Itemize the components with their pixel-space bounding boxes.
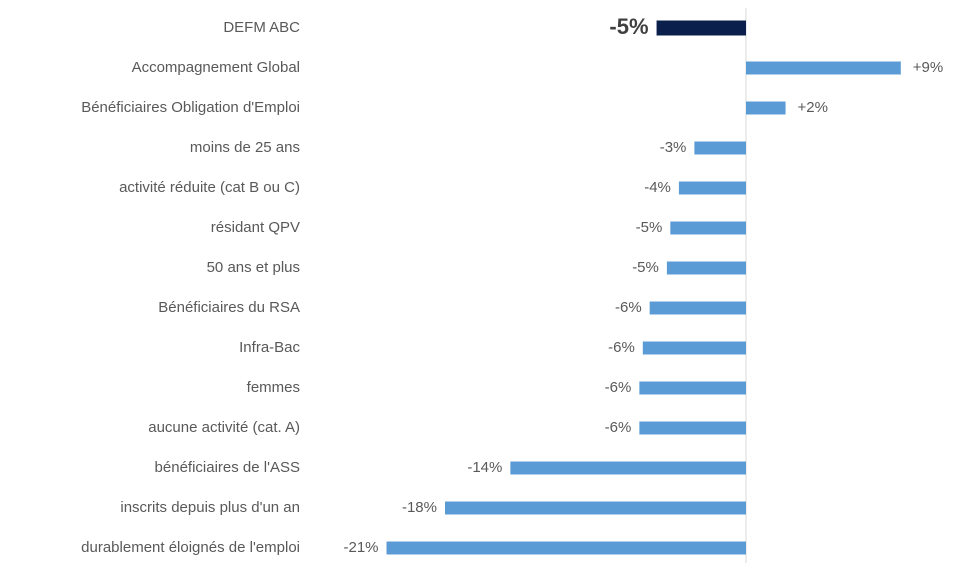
value-label: -6% bbox=[608, 339, 635, 356]
category-label: Bénéficiaires Obligation d'Emploi bbox=[81, 99, 300, 116]
category-label: Bénéficiaires du RSA bbox=[158, 299, 300, 316]
category-label: Accompagnement Global bbox=[132, 59, 300, 76]
value-label: +2% bbox=[798, 99, 828, 116]
category-label: durablement éloignés de l'emploi bbox=[81, 539, 300, 556]
value-label: -5% bbox=[636, 219, 663, 236]
category-label: femmes bbox=[247, 379, 300, 396]
bar bbox=[639, 421, 746, 435]
value-label: +9% bbox=[913, 59, 943, 76]
bar bbox=[746, 101, 786, 115]
bar bbox=[666, 261, 746, 275]
category-label: activité réduite (cat B ou C) bbox=[119, 179, 300, 196]
value-label: -14% bbox=[467, 459, 502, 476]
value-label: -6% bbox=[605, 419, 632, 436]
bar bbox=[656, 20, 746, 36]
value-label: -5% bbox=[609, 14, 648, 39]
value-label: -5% bbox=[632, 259, 659, 276]
bar bbox=[445, 501, 746, 515]
category-label: aucune activité (cat. A) bbox=[148, 419, 300, 436]
bar bbox=[694, 141, 746, 155]
value-label: -6% bbox=[605, 379, 632, 396]
bar bbox=[510, 461, 746, 475]
value-label: -21% bbox=[343, 539, 378, 556]
value-label: -3% bbox=[660, 139, 687, 156]
bar bbox=[746, 61, 901, 75]
bar bbox=[386, 541, 746, 555]
bar bbox=[649, 301, 746, 315]
bar bbox=[639, 381, 746, 395]
category-label: résidant QPV bbox=[211, 219, 300, 236]
category-label: moins de 25 ans bbox=[190, 139, 300, 156]
category-label: DEFM ABC bbox=[223, 19, 300, 36]
category-label: inscrits depuis plus d'un an bbox=[120, 499, 300, 516]
bar bbox=[678, 181, 746, 195]
category-label: Infra-Bac bbox=[239, 339, 300, 356]
value-label: -6% bbox=[615, 299, 642, 316]
bar bbox=[670, 221, 746, 235]
bar bbox=[642, 341, 746, 355]
value-label: -4% bbox=[644, 179, 671, 196]
category-label: 50 ans et plus bbox=[207, 259, 300, 276]
value-label: -18% bbox=[402, 499, 437, 516]
category-label: bénéficiaires de l'ASS bbox=[155, 459, 300, 476]
